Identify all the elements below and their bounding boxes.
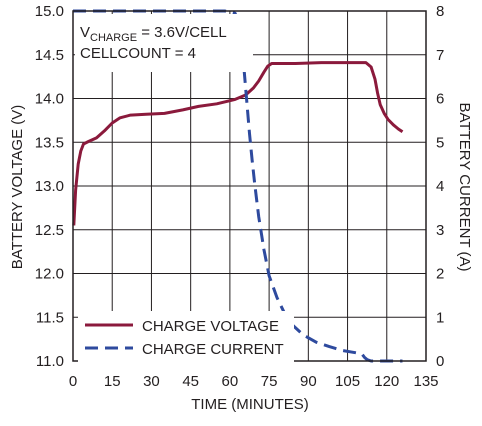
y2-tick-label: 5 (436, 134, 444, 151)
legend-box (78, 311, 294, 363)
y2-tick-label: 8 (436, 3, 444, 20)
y2-tick-label: 7 (436, 47, 444, 64)
y2-axis-title: BATTERY CURRENT (A) (456, 103, 473, 272)
x-tick-label: 135 (413, 373, 438, 390)
x-tick-label: 0 (69, 373, 77, 390)
y-tick-label: 15.0 (35, 3, 64, 20)
x-tick-label: 120 (374, 373, 399, 390)
y-tick-label: 11.5 (36, 309, 64, 326)
x-tick-label: 105 (335, 373, 360, 390)
y-tick-label: 13.5 (35, 134, 64, 151)
x-tick-label: 75 (261, 373, 278, 390)
y-tick-label: 14.5 (35, 47, 64, 64)
annotation-value: = 3.6V/CELL (137, 24, 227, 41)
annotation-box (75, 14, 253, 72)
x-tick-label: 30 (143, 373, 160, 390)
y2-tick-label: 3 (436, 222, 444, 239)
series-line-charge-voltage (72, 61, 404, 226)
y2-tick-label: 4 (436, 178, 444, 195)
x-tick-label: 45 (182, 373, 199, 390)
y-tick-label: 12.5 (35, 222, 64, 239)
y-tick-label: 13.0 (35, 178, 64, 195)
x-tick-label: 15 (104, 373, 121, 390)
y2-tick-label: 2 (436, 266, 444, 283)
annotation-v: V (80, 24, 90, 41)
y2-tick-label: 1 (436, 309, 444, 326)
annotation-line-1: VCHARGE = 3.6V/CELL (80, 24, 227, 44)
annotation-line-2: CELLCOUNT = 4 (80, 45, 196, 62)
tick-labels: 0 15 30 45 60 75 90 105 120 13511.011.512.012.513… (35, 3, 445, 390)
y2-tick-label: 0 (436, 353, 444, 370)
x-axis-title: TIME (MINUTES) (191, 396, 309, 413)
y-tick-label: 11.0 (36, 353, 64, 370)
y-tick-label: 14.0 (35, 91, 64, 108)
y2-tick-label: 6 (436, 91, 444, 108)
y-tick-label: 12.0 (35, 266, 64, 283)
x-tick-label: 90 (300, 373, 317, 390)
legend-label-current: CHARGE CURRENT (142, 341, 284, 358)
x-tick-label: 60 (222, 373, 239, 390)
y-axis-title: BATTERY VOLTAGE (V) (9, 105, 26, 269)
legend-label-voltage: CHARGE VOLTAGE (142, 318, 279, 335)
annotation-subscript: CHARGE (90, 32, 137, 44)
